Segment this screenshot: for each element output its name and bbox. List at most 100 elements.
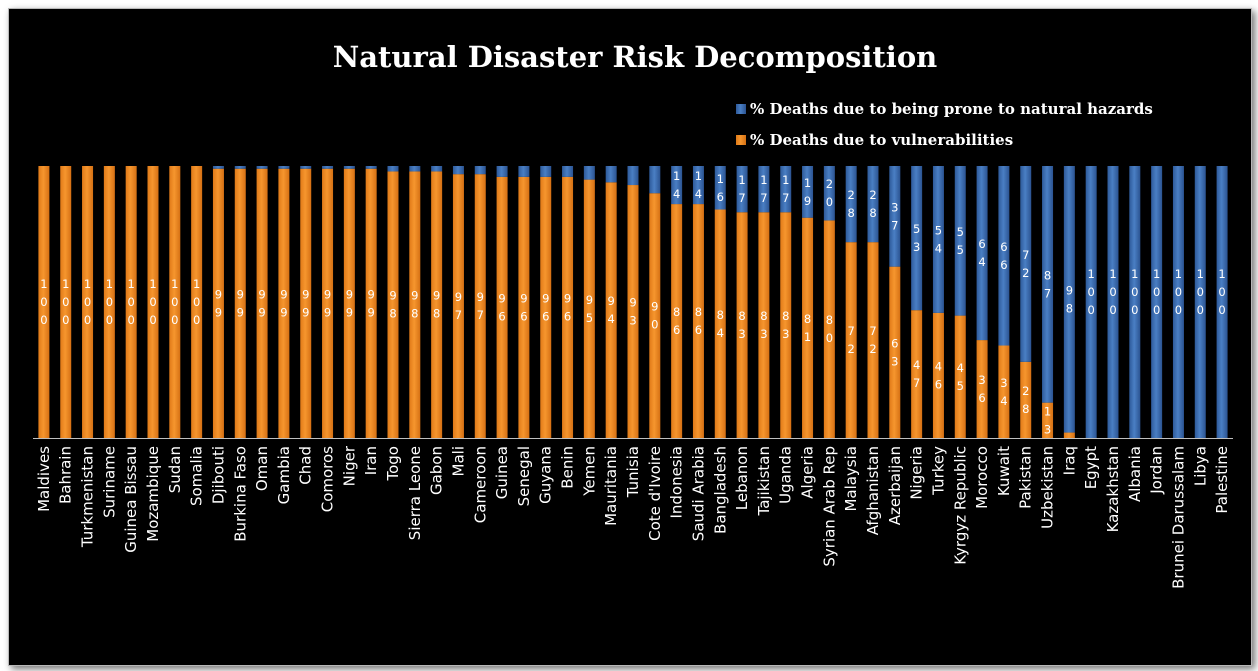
bar-vulnerabilities [932, 312, 944, 438]
bar-hazards [932, 166, 944, 313]
x-tick-label: Mozambique [144, 446, 162, 542]
x-tick-label: Guinea [493, 446, 511, 499]
bar-vulnerabilities [474, 174, 486, 438]
x-tick-label: Sudan [166, 446, 184, 493]
bar-hazards [256, 166, 268, 169]
bar-hazards [911, 166, 923, 311]
x-tick-label: Libya [1191, 446, 1209, 486]
bar-vulnerabilities [212, 168, 224, 438]
bar-vulnerabilities [496, 176, 508, 438]
x-tick-label: Afghanistan [864, 446, 882, 535]
x-tick-label: Somalia [188, 446, 206, 506]
x-tick-label: Togo [384, 446, 402, 482]
bar-vulnerabilities [867, 242, 879, 438]
x-tick-label: Gambia [275, 446, 293, 504]
bar-vulnerabilities [911, 310, 923, 438]
x-tick-label: Albania [1126, 446, 1144, 502]
bar-vulnerabilities [692, 204, 704, 438]
bar-vulnerabilities [649, 193, 661, 438]
bar-vulnerabilities [736, 212, 748, 438]
bar-vulnerabilities [889, 266, 901, 438]
bar-vulnerabilities [845, 242, 857, 438]
x-tick-label: Algeria [799, 446, 817, 499]
bar-hazards [605, 166, 617, 183]
x-tick-label: Senegal [515, 446, 533, 506]
x-tick-label: Gabon [428, 446, 446, 495]
bar-vulnerabilities [802, 217, 814, 438]
x-tick-label: Jordan [1148, 446, 1166, 495]
bar-vulnerabilities [998, 345, 1010, 438]
x-tick-label: Pakistan [1017, 446, 1035, 509]
bar-vulnerabilities [365, 168, 377, 438]
x-tick-label: Saudi Arabia [690, 446, 708, 541]
bar-hazards [1063, 166, 1075, 433]
x-tick-label: Syrian Arab Rep [820, 446, 838, 567]
bar-hazards [496, 166, 508, 177]
bar-hazards [540, 166, 552, 177]
bar-vulnerabilities [103, 166, 115, 438]
x-tick-label: Morocco [973, 446, 991, 509]
x-tick-label: Chad [297, 446, 315, 485]
x-tick-label: Lebanon [733, 446, 751, 510]
bar-hazards [867, 166, 879, 243]
bar-vulnerabilities [191, 166, 203, 438]
x-tick-label: Brunei Darussalam [1170, 446, 1188, 589]
bar-hazards [649, 166, 661, 194]
bar-hazards [409, 166, 421, 172]
bar-vulnerabilities [300, 168, 312, 438]
x-tick-label: Tunisia [624, 446, 642, 498]
legend: % Deaths due to being prone to natural h… [736, 100, 1153, 149]
bar-vulnerabilities [60, 166, 72, 438]
bar-hazards [322, 166, 334, 169]
legend-label-hazards: % Deaths due to being prone to natural h… [750, 100, 1153, 118]
bar-hazards [365, 166, 377, 169]
x-tick-label: Kazakhstan [1104, 446, 1122, 532]
bar-hazards [692, 166, 704, 205]
x-tick-label: Mali [450, 446, 468, 476]
bar-hazards [300, 166, 312, 169]
bar-hazards [1151, 166, 1163, 438]
bar-vulnerabilities [125, 166, 137, 438]
bar-vulnerabilities [169, 166, 181, 438]
x-tick-label: Tajikistan [755, 446, 773, 516]
bar-hazards [671, 166, 683, 205]
x-tick-label: Benin [559, 446, 577, 489]
bar-hazards [1042, 166, 1054, 403]
bar-vulnerabilities [409, 171, 421, 438]
x-tick-label: Malaysia [842, 446, 860, 512]
plot-area: 1 0 0 Maldives 1 0 0 Bahrain 1 0 0 Turkmenistan 1 0 0 S… [33, 166, 1233, 589]
bar-hazards [714, 166, 726, 210]
bar-vulnerabilities [387, 171, 399, 438]
bar-vulnerabilities [431, 171, 443, 438]
bar-hazards [954, 166, 966, 316]
bar-vulnerabilities [583, 179, 595, 438]
bar-hazards [452, 166, 464, 175]
bar-hazards [1020, 166, 1032, 362]
x-tick-label: Guyana [537, 446, 555, 504]
